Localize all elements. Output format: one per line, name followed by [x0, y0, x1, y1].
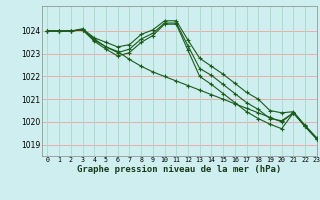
X-axis label: Graphe pression niveau de la mer (hPa): Graphe pression niveau de la mer (hPa)	[77, 165, 281, 174]
